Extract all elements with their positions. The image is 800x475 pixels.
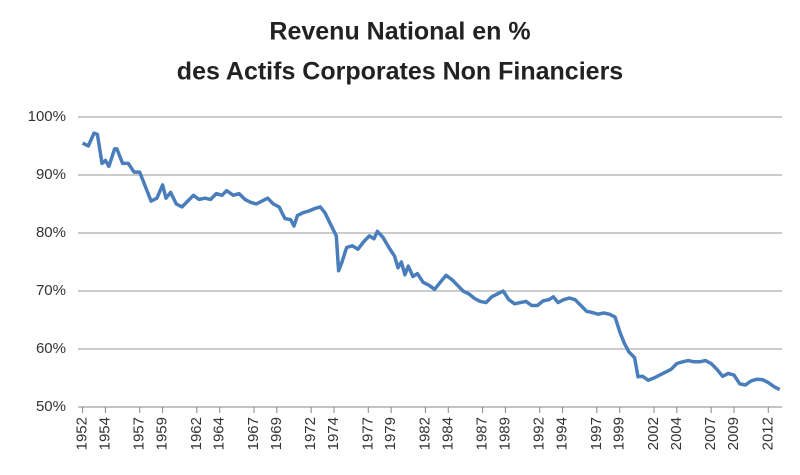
y-tick-label: 90% bbox=[36, 166, 66, 183]
chart-title: Revenu National en % bbox=[269, 18, 530, 46]
x-tick-label: 1964 bbox=[211, 417, 228, 450]
x-tick-label: 1962 bbox=[188, 417, 205, 450]
x-tick-label: 1994 bbox=[554, 417, 571, 450]
y-tick-label: 70% bbox=[36, 282, 66, 299]
x-tick-label: 1959 bbox=[154, 417, 171, 450]
x-tick-label: 1997 bbox=[588, 417, 605, 450]
x-tick-label: 2002 bbox=[645, 417, 662, 450]
x-tick-label: 1992 bbox=[531, 417, 548, 450]
x-tick-label: 1974 bbox=[325, 417, 342, 450]
x-tick-label: 1984 bbox=[439, 417, 456, 450]
y-tick-label: 100% bbox=[28, 108, 66, 125]
x-tick-label: 1969 bbox=[268, 417, 285, 450]
x-tick-label: 1977 bbox=[359, 417, 376, 450]
x-tick-label: 1957 bbox=[131, 417, 148, 450]
x-tick-label: 2012 bbox=[759, 417, 776, 450]
x-tick-label: 1967 bbox=[245, 417, 262, 450]
x-tick-label: 1952 bbox=[74, 417, 91, 450]
line bbox=[81, 131, 781, 392]
x-tick-label: 1979 bbox=[382, 417, 399, 450]
y-tick-label: 60% bbox=[36, 340, 66, 357]
x-tick-label: 2004 bbox=[668, 417, 685, 450]
y-tick-label: 50% bbox=[36, 398, 66, 415]
y-tick-label: 80% bbox=[36, 224, 66, 241]
x-tick-label: 1954 bbox=[96, 417, 113, 450]
x-tick-label: 1999 bbox=[611, 417, 628, 450]
x-tick-label: 1989 bbox=[496, 417, 513, 450]
chart-title: des Actifs Corporates Non Financiers bbox=[177, 58, 623, 86]
x-tick-label: 1972 bbox=[302, 417, 319, 450]
x-tick-label: 2007 bbox=[702, 417, 719, 450]
x-tick-label: 1982 bbox=[416, 417, 433, 450]
x-tick-label: 2009 bbox=[725, 417, 742, 450]
x-tick-label: 1987 bbox=[474, 417, 491, 450]
